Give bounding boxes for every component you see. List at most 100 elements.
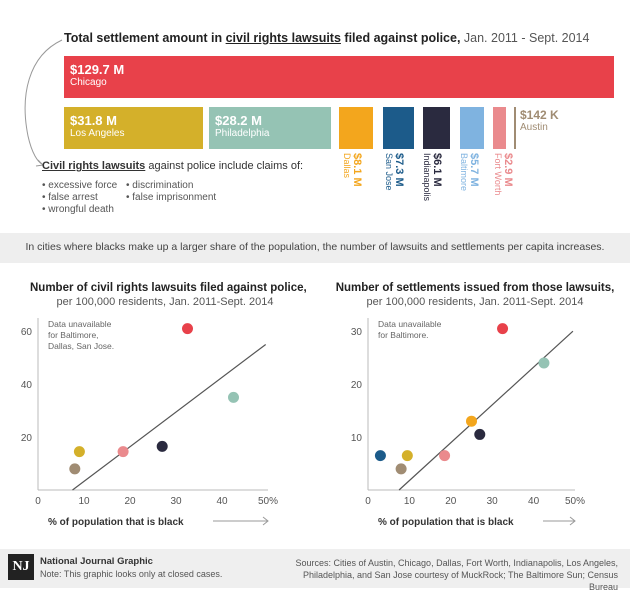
point-austin	[395, 463, 407, 475]
bar-city: Chicago	[70, 77, 107, 88]
claim-item: • discrimination	[126, 180, 194, 191]
austin-label: $142 K Austin	[520, 108, 559, 133]
bar-fort-worth	[493, 107, 506, 149]
bar-chicago: $129.7 M Chicago	[64, 56, 614, 98]
chart-annotation: Data unavailable	[48, 319, 112, 329]
point-dallas	[466, 415, 477, 427]
x-axis-label: % of population that is black	[378, 517, 514, 528]
label-city: Indianapolis	[422, 153, 432, 202]
claim-item: • wrongful death	[42, 204, 114, 215]
bar-austin	[514, 107, 516, 149]
point-fort-worth	[117, 446, 129, 458]
x-tick-label: 50%	[258, 496, 278, 507]
x-tick-label: 40	[528, 496, 540, 507]
label-amount: $5.7 M	[468, 153, 480, 187]
label-dallas: $8.1 M Dallas	[342, 153, 363, 187]
bar-indianapolis	[423, 107, 450, 149]
x-tick-label: 0	[365, 496, 371, 507]
bar-philadelphia: $28.2 M Philadelphia	[209, 107, 331, 149]
label-amount: $8.1 M	[351, 153, 363, 187]
x-tick-label: 0	[35, 496, 41, 507]
x-arrow-head	[262, 516, 269, 526]
point-chicago	[182, 323, 193, 335]
label-baltimore: $5.7 M Baltimore	[459, 153, 480, 192]
label-san-jose: $7.3 M San Jose	[384, 153, 405, 191]
x-tick-label: 20	[124, 496, 136, 507]
y-tick-label: 20	[21, 433, 33, 444]
bar-baltimore	[460, 107, 484, 149]
bar-city: Philadelphia	[215, 128, 270, 139]
point-chicago	[497, 323, 509, 335]
chart-annotation: Dallas, San Jose.	[48, 341, 114, 351]
footer	[0, 549, 630, 588]
nj-logo: NJ	[8, 554, 34, 580]
chart-annotation: for Baltimore.	[378, 330, 429, 340]
y-tick-label: 40	[21, 380, 33, 391]
claims-heading: Civil rights lawsuits against police inc…	[42, 160, 303, 172]
x-tick-label: 10	[404, 496, 416, 507]
bar-amount: $31.8 M	[70, 113, 117, 128]
point-philadelphia	[228, 391, 239, 403]
bar-amount: $129.7 M	[70, 62, 125, 77]
x-tick-label: 20	[445, 496, 457, 507]
summary-text: In cities where blacks make up a larger …	[25, 241, 605, 253]
x-tick-label: 10	[78, 496, 90, 507]
point-fort-worth	[439, 450, 451, 462]
chart-annotation: Data unavailable	[378, 319, 442, 329]
austin-amount: $142 K	[520, 108, 559, 122]
point-los-angeles	[401, 450, 413, 462]
point-san-jose	[374, 450, 386, 462]
point-indianapolis	[156, 440, 168, 452]
y-tick-label: 20	[351, 380, 363, 391]
x-tick-label: 50%	[565, 496, 585, 507]
point-indianapolis	[474, 428, 486, 440]
connector-arrow	[24, 39, 63, 167]
label-amount: $7.3 M	[393, 153, 405, 187]
label-amount: $2.9 M	[502, 153, 514, 187]
footer-brand: National Journal Graphic	[40, 556, 153, 567]
x-tick-label: 40	[216, 496, 228, 507]
label-city: Fort Worth	[493, 153, 503, 196]
footer-sources: Sources: Cities of Austin, Chicago, Dall…	[295, 558, 619, 592]
y-tick-label: 10	[351, 433, 363, 444]
claims-rest: against police include claims of:	[148, 160, 304, 172]
claim-item: • false arrest	[42, 192, 98, 203]
chart2-title: Number of settlements issued from those …	[335, 282, 615, 294]
title-link[interactable]: civil rights lawsuits	[225, 31, 341, 45]
summary-band	[0, 233, 630, 263]
chart-annotation: for Baltimore,	[48, 330, 99, 340]
claim-item: • excessive force	[42, 180, 118, 191]
label-fort-worth: $2.9 M Fort Worth	[493, 153, 514, 196]
label-indianapolis: $6.1 M Indianapolis	[422, 153, 443, 202]
point-austin	[69, 463, 81, 475]
label-city: Baltimore	[459, 153, 469, 192]
title-part: Total settlement amount in	[64, 31, 223, 45]
trend-line	[72, 343, 267, 491]
bar-san-jose	[383, 107, 414, 149]
chart2-subtitle: per 100,000 residents, Jan. 2011-Sept. 2…	[366, 296, 584, 308]
austin-city: Austin	[520, 122, 548, 133]
footer-note: Note: This graphic looks only at closed …	[40, 569, 223, 579]
x-arrow-head	[569, 516, 576, 526]
y-tick-label: 30	[351, 327, 363, 338]
bar-amount: $28.2 M	[215, 113, 262, 128]
chart1-title: Number of civil rights lawsuits filed ag…	[30, 282, 307, 294]
bar-dallas	[339, 107, 373, 149]
trend-line	[398, 330, 574, 491]
chart1-subtitle: per 100,000 residents, Jan. 2011-Sept. 2…	[56, 296, 274, 308]
bar-los-angeles: $31.8 M Los Angeles	[64, 107, 203, 149]
point-los-angeles	[73, 446, 85, 458]
x-tick-label: 30	[170, 496, 182, 507]
label-amount: $6.1 M	[431, 153, 443, 187]
title-part2: filed against police,	[344, 31, 461, 45]
settlement-title: Total settlement amount in civil rights …	[64, 31, 589, 45]
point-philadelphia	[538, 357, 550, 369]
claims-link[interactable]: Civil rights lawsuits	[42, 160, 146, 172]
title-dates: Jan. 2011 - Sept. 2014	[463, 31, 590, 45]
x-axis-label: % of population that is black	[48, 517, 184, 528]
label-city: San Jose	[384, 153, 394, 191]
y-tick-label: 60	[21, 327, 33, 338]
claims-col2: • discrimination • false imprisonment	[126, 180, 216, 204]
